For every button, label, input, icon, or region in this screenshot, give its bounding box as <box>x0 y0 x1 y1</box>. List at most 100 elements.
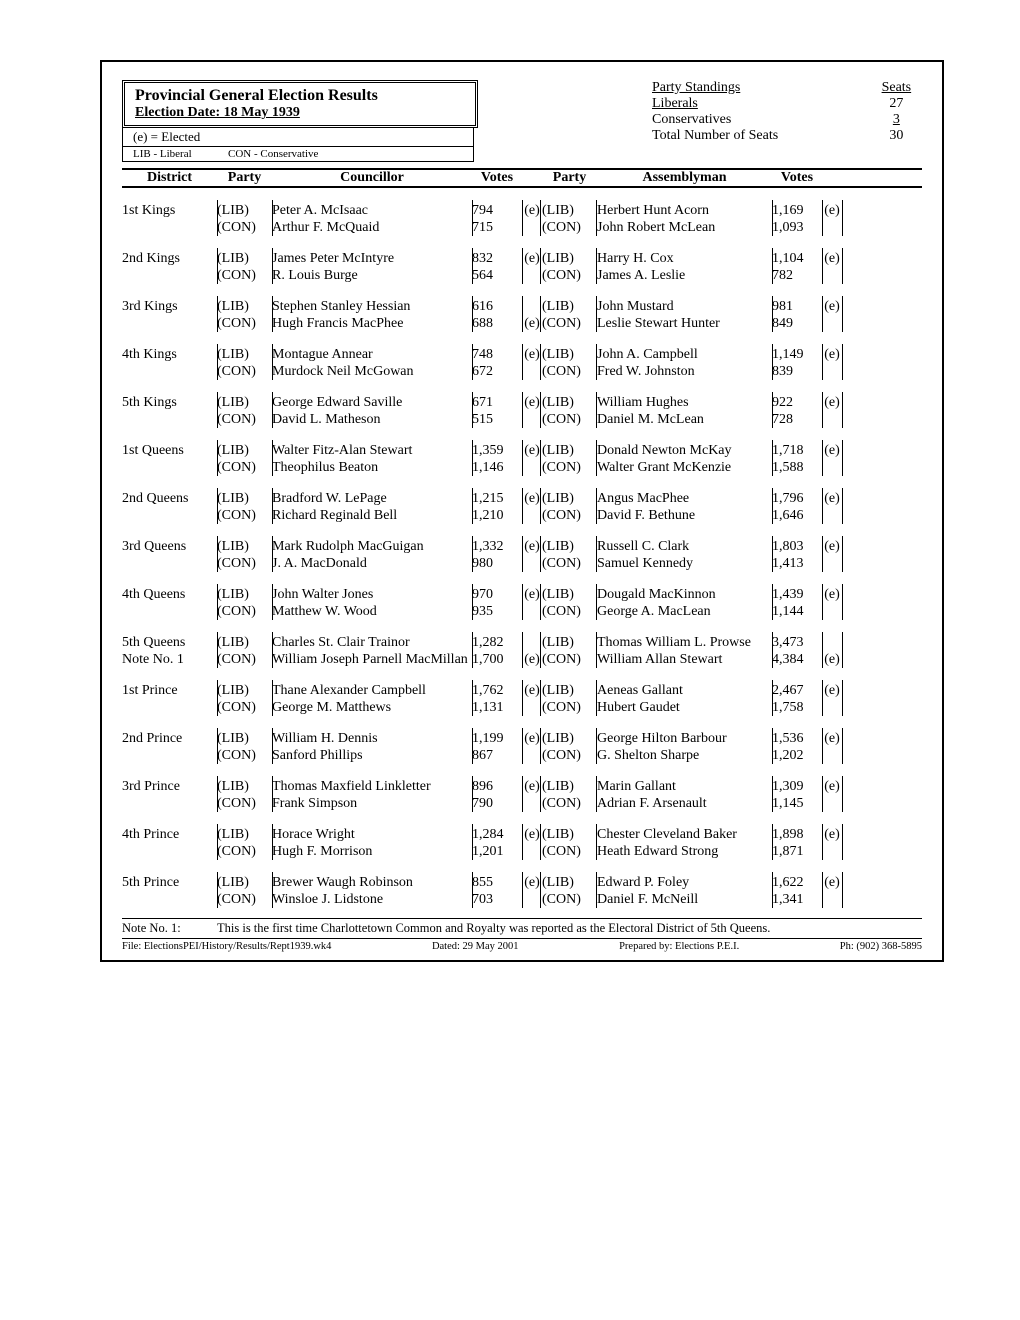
councillor-name: J. A. MacDonald <box>272 555 472 572</box>
assemblyman-elected <box>822 603 842 620</box>
councillor-votes: 867 <box>472 747 522 764</box>
tick-mark <box>272 728 273 764</box>
tick-mark <box>522 536 523 572</box>
tick-mark <box>772 632 773 668</box>
tick-mark <box>842 248 843 284</box>
tick-mark <box>472 824 473 860</box>
councillor-party: (LIB) <box>217 586 272 603</box>
assemblyman-party: (LIB) <box>542 634 597 651</box>
page: Provincial General Election Results Elec… <box>0 0 1020 1320</box>
tick-mark <box>540 728 541 764</box>
councillor-name: Bradford W. LePage <box>272 490 472 507</box>
councillor-party: (LIB) <box>217 394 272 411</box>
assemblyman-party: (CON) <box>542 603 597 620</box>
assemblyman-votes: 1,718 <box>772 442 822 459</box>
tick-mark <box>522 440 523 476</box>
assemblyman-name: Daniel M. McLean <box>597 411 772 428</box>
assemblyman-votes: 981 <box>772 298 822 315</box>
tick-mark <box>272 296 273 332</box>
councillor-party: (CON) <box>217 603 272 620</box>
tick-mark <box>596 584 597 620</box>
tick-mark <box>596 824 597 860</box>
assemblyman-votes: 1,202 <box>772 747 822 764</box>
councillor-elected <box>522 795 542 812</box>
councillor-name: Winsloe J. Lidstone <box>272 891 472 908</box>
councillor-votes: 715 <box>472 219 522 236</box>
assemblyman-elected <box>822 219 842 236</box>
tick-mark <box>522 776 523 812</box>
assemblyman-elected: (e) <box>822 538 842 555</box>
assemblyman-name: G. Shelton Sharpe <box>597 747 772 764</box>
tick-mark <box>540 488 541 524</box>
tick-mark <box>772 344 773 380</box>
councillor-name: Thomas Maxfield Linkletter <box>272 778 472 795</box>
councillor-elected <box>522 555 542 572</box>
footer-dated: Dated: 29 May 2001 <box>432 941 519 952</box>
assemblyman-votes: 1,144 <box>772 603 822 620</box>
district-name: 2nd Prince <box>122 730 217 747</box>
councillor-elected <box>522 219 542 236</box>
councillor-votes: 896 <box>472 778 522 795</box>
district-name <box>122 363 217 380</box>
councillor-votes: 1,215 <box>472 490 522 507</box>
tick-mark <box>522 344 523 380</box>
tick-mark <box>772 440 773 476</box>
councillor-votes: 672 <box>472 363 522 380</box>
councillor-party: (CON) <box>217 795 272 812</box>
councillor-votes: 1,131 <box>472 699 522 716</box>
assemblyman-name: Aeneas Gallant <box>597 682 772 699</box>
tick-mark <box>596 728 597 764</box>
tick-mark <box>472 392 473 428</box>
tick-mark <box>842 200 843 236</box>
col-district: District <box>122 170 217 186</box>
tick-mark <box>596 440 597 476</box>
assemblyman-votes: 1,803 <box>772 538 822 555</box>
tick-mark <box>842 776 843 812</box>
tick-mark <box>540 680 541 716</box>
tick-mark <box>272 440 273 476</box>
district-name <box>122 699 217 716</box>
assemblyman-party: (LIB) <box>542 586 597 603</box>
assemblyman-party: (CON) <box>542 411 597 428</box>
councillor-votes: 1,282 <box>472 634 522 651</box>
assemblyman-votes: 728 <box>772 411 822 428</box>
councillor-party: (CON) <box>217 219 272 236</box>
councillor-party: (LIB) <box>217 538 272 555</box>
assemblyman-name: Walter Grant McKenzie <box>597 459 772 476</box>
assemblyman-elected: (e) <box>822 651 842 668</box>
assemblyman-name: John Robert McLean <box>597 219 772 236</box>
councillor-party: (CON) <box>217 555 272 572</box>
assemblyman-votes: 1,588 <box>772 459 822 476</box>
tick-mark <box>772 248 773 284</box>
tick-mark <box>822 392 823 428</box>
councillor-party: (LIB) <box>217 346 272 363</box>
assemblyman-party: (CON) <box>542 747 597 764</box>
tick-mark <box>472 296 473 332</box>
tick-mark <box>772 488 773 524</box>
assemblyman-party: (LIB) <box>542 730 597 747</box>
assemblyman-party: (LIB) <box>542 538 597 555</box>
district-name <box>122 459 217 476</box>
councillor-name: William H. Dennis <box>272 730 472 747</box>
councillor-party: (LIB) <box>217 874 272 891</box>
assemblyman-party: (LIB) <box>542 202 597 219</box>
tick-mark <box>472 728 473 764</box>
district-block: 4th Prince(LIB)Horace Wright1,284(e)(LIB… <box>122 812 922 860</box>
total-seats: 30 <box>871 128 922 144</box>
tick-mark <box>772 872 773 908</box>
tick-mark <box>772 200 773 236</box>
assemblyman-elected <box>822 795 842 812</box>
tick-mark <box>472 200 473 236</box>
assemblyman-name: Marin Gallant <box>597 778 772 795</box>
col-assemblyman: Assemblyman <box>597 170 772 186</box>
councillor-name: Stephen Stanley Hessian <box>272 298 472 315</box>
assemblyman-name: Heath Edward Strong <box>597 843 772 860</box>
assemblyman-name: David F. Bethune <box>597 507 772 524</box>
councillor-party: (CON) <box>217 363 272 380</box>
councillor-elected <box>522 699 542 716</box>
tick-mark <box>822 824 823 860</box>
tick-mark <box>472 440 473 476</box>
tick-mark <box>272 200 273 236</box>
district-block: 2nd Queens(LIB)Bradford W. LePage1,215(e… <box>122 476 922 524</box>
councillor-party: (LIB) <box>217 730 272 747</box>
